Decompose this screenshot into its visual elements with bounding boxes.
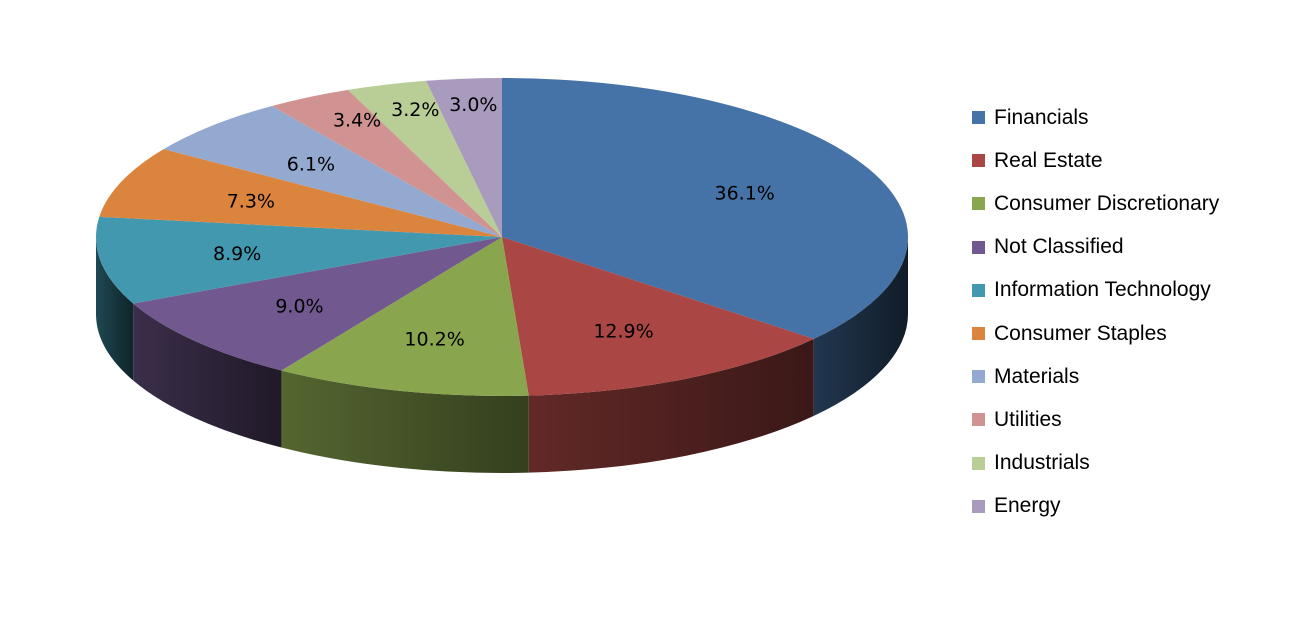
data-label-not-classified: 9.0% (275, 296, 323, 318)
legend-item-materials: Materials (972, 355, 1292, 398)
legend-swatch (972, 327, 985, 341)
legend-swatch (972, 413, 985, 427)
pie-slice-utilities (271, 89, 502, 237)
legend-label: Materials (994, 364, 1080, 388)
pie-slice-real-estate (502, 237, 814, 396)
pie-side-real-estate (528, 338, 814, 473)
pie-slice-materials (163, 106, 503, 237)
legend-swatch (972, 111, 985, 125)
legend-label: Energy (994, 494, 1061, 518)
legend-item-utilities: Utilities (972, 398, 1292, 441)
pie-slice-information-technology (96, 216, 502, 304)
data-label-real-estate: 12.9% (593, 321, 653, 343)
legend-swatch (972, 456, 985, 470)
pie-top-slices (96, 78, 908, 396)
legend-item-financials: Financials (972, 96, 1292, 139)
data-label-materials: 6.1% (287, 153, 335, 175)
pie-side-financials (813, 237, 908, 416)
data-label-consumer-staples: 7.3% (227, 190, 275, 212)
legend-swatch (972, 283, 985, 297)
legend-swatch (972, 154, 985, 168)
pie-side-walls (96, 237, 908, 473)
pie-slice-consumer-discretionary (281, 237, 529, 396)
pie-data-labels: 36.1% 12.9% 10.2% 9.0% 8.9% 7.3% 6.1% 3.4% 3.2% 3… (213, 94, 775, 351)
chart-legend: Financials Real Estate Consumer Discretion… (972, 96, 1292, 528)
legend-swatch (972, 240, 985, 254)
legend-item-information-technology: Information Technology (972, 269, 1292, 312)
legend-label: Consumer Discretionary (994, 191, 1220, 215)
legend-label: Real Estate (994, 148, 1103, 172)
legend-item-energy: Energy (972, 485, 1292, 528)
legend-item-consumer-discretionary: Consumer Discretionary (972, 182, 1292, 225)
legend-label: Consumer Staples (994, 321, 1167, 345)
data-label-industrials: 3.2% (391, 99, 439, 121)
data-label-energy: 3.0% (449, 94, 497, 116)
pie-slice-not-classified (133, 237, 502, 371)
legend-label: Not Classified (994, 235, 1124, 259)
legend-label: Financials (994, 105, 1089, 129)
pie-side-information-technology (96, 237, 134, 381)
legend-label: Utilities (994, 407, 1062, 431)
pie-side-not-classified (133, 303, 282, 448)
legend-swatch (972, 499, 985, 513)
legend-item-not-classified: Not Classified (972, 226, 1292, 269)
legend-swatch (972, 370, 985, 384)
legend-item-industrials: Industrials (972, 442, 1292, 485)
legend-swatch (972, 197, 985, 211)
legend-label: Industrials (994, 451, 1090, 475)
legend-item-consumer-staples: Consumer Staples (972, 312, 1292, 355)
legend-label: Information Technology (994, 278, 1211, 302)
legend-item-real-estate: Real Estate (972, 139, 1292, 182)
pie-slice-industrials (347, 80, 502, 237)
pie-slice-energy (425, 78, 502, 237)
data-label-utilities: 3.4% (333, 110, 381, 132)
data-label-financials: 36.1% (715, 183, 775, 205)
data-label-information-technology: 8.9% (213, 243, 261, 265)
pie-side-consumer-discretionary (281, 370, 529, 473)
data-label-consumer-discretionary: 10.2% (404, 329, 464, 351)
pie-slice-financials (502, 78, 908, 339)
pie-slice-consumer-staples (99, 149, 502, 237)
